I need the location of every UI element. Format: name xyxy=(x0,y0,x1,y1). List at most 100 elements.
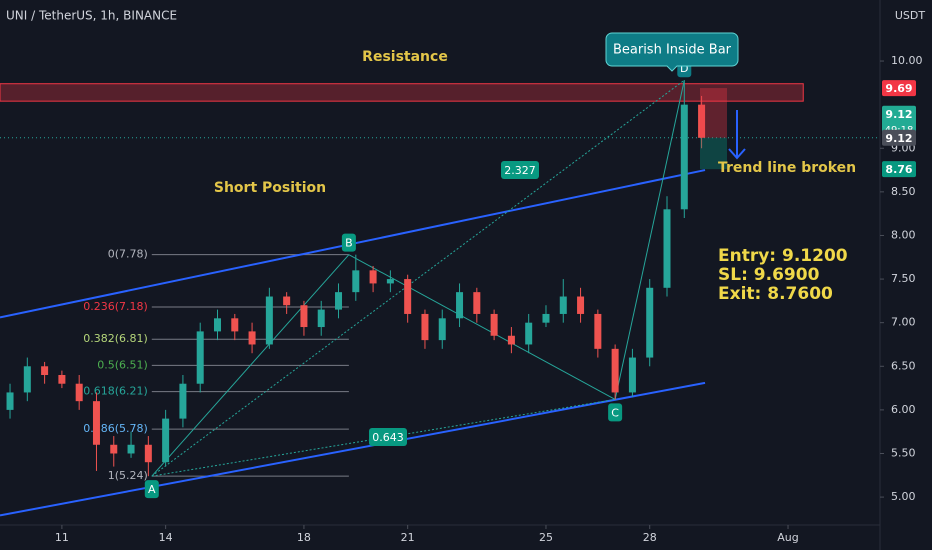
candle-body xyxy=(404,279,412,314)
x-tick-label: Aug xyxy=(777,531,798,544)
candle-body xyxy=(179,383,187,419)
candle-body xyxy=(611,348,619,393)
currency: USDT xyxy=(895,9,926,22)
down-arrow xyxy=(728,110,746,160)
entry-label: Entry: 9.1200 xyxy=(718,246,848,266)
candle-body xyxy=(58,375,66,384)
candle-body xyxy=(231,318,239,332)
x-tick-label: 28 xyxy=(643,531,657,544)
price-tag-label: 9.69 xyxy=(885,82,912,95)
chart-title: UNI / TetherUS, 1h, BINANCE xyxy=(6,9,177,23)
stop-zone xyxy=(700,88,727,138)
callout-label: Bearish Inside Bar xyxy=(613,43,732,58)
short-label: Short Position xyxy=(214,180,326,196)
candle-body xyxy=(127,444,135,454)
candle-body xyxy=(23,366,31,393)
fib-label: 1(5.24) xyxy=(108,469,148,482)
point-badge xyxy=(144,480,159,499)
plot-area: 0(7.78) 0.236(7.18) 0.382(6.81) 0.5(6.51) 0.… xyxy=(0,32,880,517)
candle-body xyxy=(698,104,706,138)
candle-body xyxy=(559,296,567,314)
candle-body xyxy=(490,313,498,336)
exit-label: Exit: 8.7600 xyxy=(718,284,833,304)
price-tag xyxy=(882,80,916,97)
price-tag xyxy=(882,129,916,146)
x-tick-label: 11 xyxy=(55,531,69,544)
price-tag-label: 9.12 xyxy=(885,108,912,121)
candle-body xyxy=(352,270,360,293)
trend-line xyxy=(0,381,706,517)
candle-body xyxy=(594,313,602,349)
y-tick-label: 5.50 xyxy=(891,446,916,459)
candle-body xyxy=(162,418,170,463)
sl-label: SL: 9.6900 xyxy=(718,265,820,285)
candle-body xyxy=(283,296,291,306)
fib-label: 0.786(5.78) xyxy=(83,422,148,435)
ratio-badge xyxy=(501,161,539,179)
ratio-line xyxy=(151,79,685,477)
y-tick-label: 8.50 xyxy=(891,185,916,198)
candle-body xyxy=(386,279,394,284)
ratio-label: 2.327 xyxy=(504,164,536,177)
candle-body xyxy=(92,401,100,445)
fib-label: 0.5(6.51) xyxy=(97,358,148,371)
candle-body xyxy=(6,392,14,410)
point-label: B xyxy=(345,237,353,250)
resistance-zone xyxy=(0,83,804,102)
candle-body xyxy=(335,292,343,310)
point-label: A xyxy=(148,483,156,496)
candle-body xyxy=(646,287,654,358)
y-tick-label: 6.50 xyxy=(891,359,916,372)
x-tick-label: 21 xyxy=(401,531,415,544)
candle-body xyxy=(300,305,308,328)
pattern-line xyxy=(151,254,350,477)
point-badge xyxy=(341,233,356,252)
x-tick-label: 18 xyxy=(297,531,311,544)
resistance-label: Resistance xyxy=(362,49,448,65)
target-zone xyxy=(700,137,727,170)
y-tick-label: 7.50 xyxy=(891,272,916,285)
point-label: C xyxy=(611,406,619,419)
candle-body xyxy=(41,366,49,375)
candle-body xyxy=(542,313,550,323)
x-tick-label: 25 xyxy=(539,531,553,544)
fib-label: 0(7.78) xyxy=(108,248,148,261)
point-label: D xyxy=(680,62,688,75)
candle-body xyxy=(144,444,152,463)
fib-label: 0.618(6.21) xyxy=(83,385,148,398)
candle-body xyxy=(507,335,515,345)
y-tick-label: 10.00 xyxy=(891,54,923,67)
candle-body xyxy=(680,104,688,210)
price-tag xyxy=(882,161,916,178)
pattern-line xyxy=(348,254,616,400)
candle-body xyxy=(317,309,325,328)
candle-body xyxy=(663,209,671,288)
ratio-label: 0.643 xyxy=(372,431,404,444)
ratio-badge xyxy=(369,428,407,446)
candle-body xyxy=(196,331,204,384)
x-tick-label: 14 xyxy=(159,531,173,544)
y-tick-label: 7.00 xyxy=(891,316,916,329)
broken-label: Trend line broken xyxy=(718,160,856,176)
candle-body xyxy=(473,292,481,314)
fib-label: 0.236(7.18) xyxy=(83,300,148,313)
callout-box xyxy=(605,32,739,72)
candle-body xyxy=(248,331,256,345)
candle-body xyxy=(421,313,429,341)
price-tag-label: 8.76 xyxy=(885,163,912,176)
candle-body xyxy=(456,292,464,319)
candle-body xyxy=(75,383,83,402)
candle-body xyxy=(438,318,446,341)
y-tick-label: 6.00 xyxy=(891,403,916,416)
pattern-line xyxy=(614,80,685,400)
candle-body xyxy=(213,318,221,332)
y-tick-label: 5.00 xyxy=(891,490,916,503)
y-tick-label: 8.00 xyxy=(891,228,916,241)
candle-body xyxy=(525,322,533,345)
point-badge xyxy=(608,403,623,422)
price-tag-label: 9.12 xyxy=(885,132,912,145)
candle-body xyxy=(369,270,377,284)
candle-body xyxy=(265,296,273,345)
